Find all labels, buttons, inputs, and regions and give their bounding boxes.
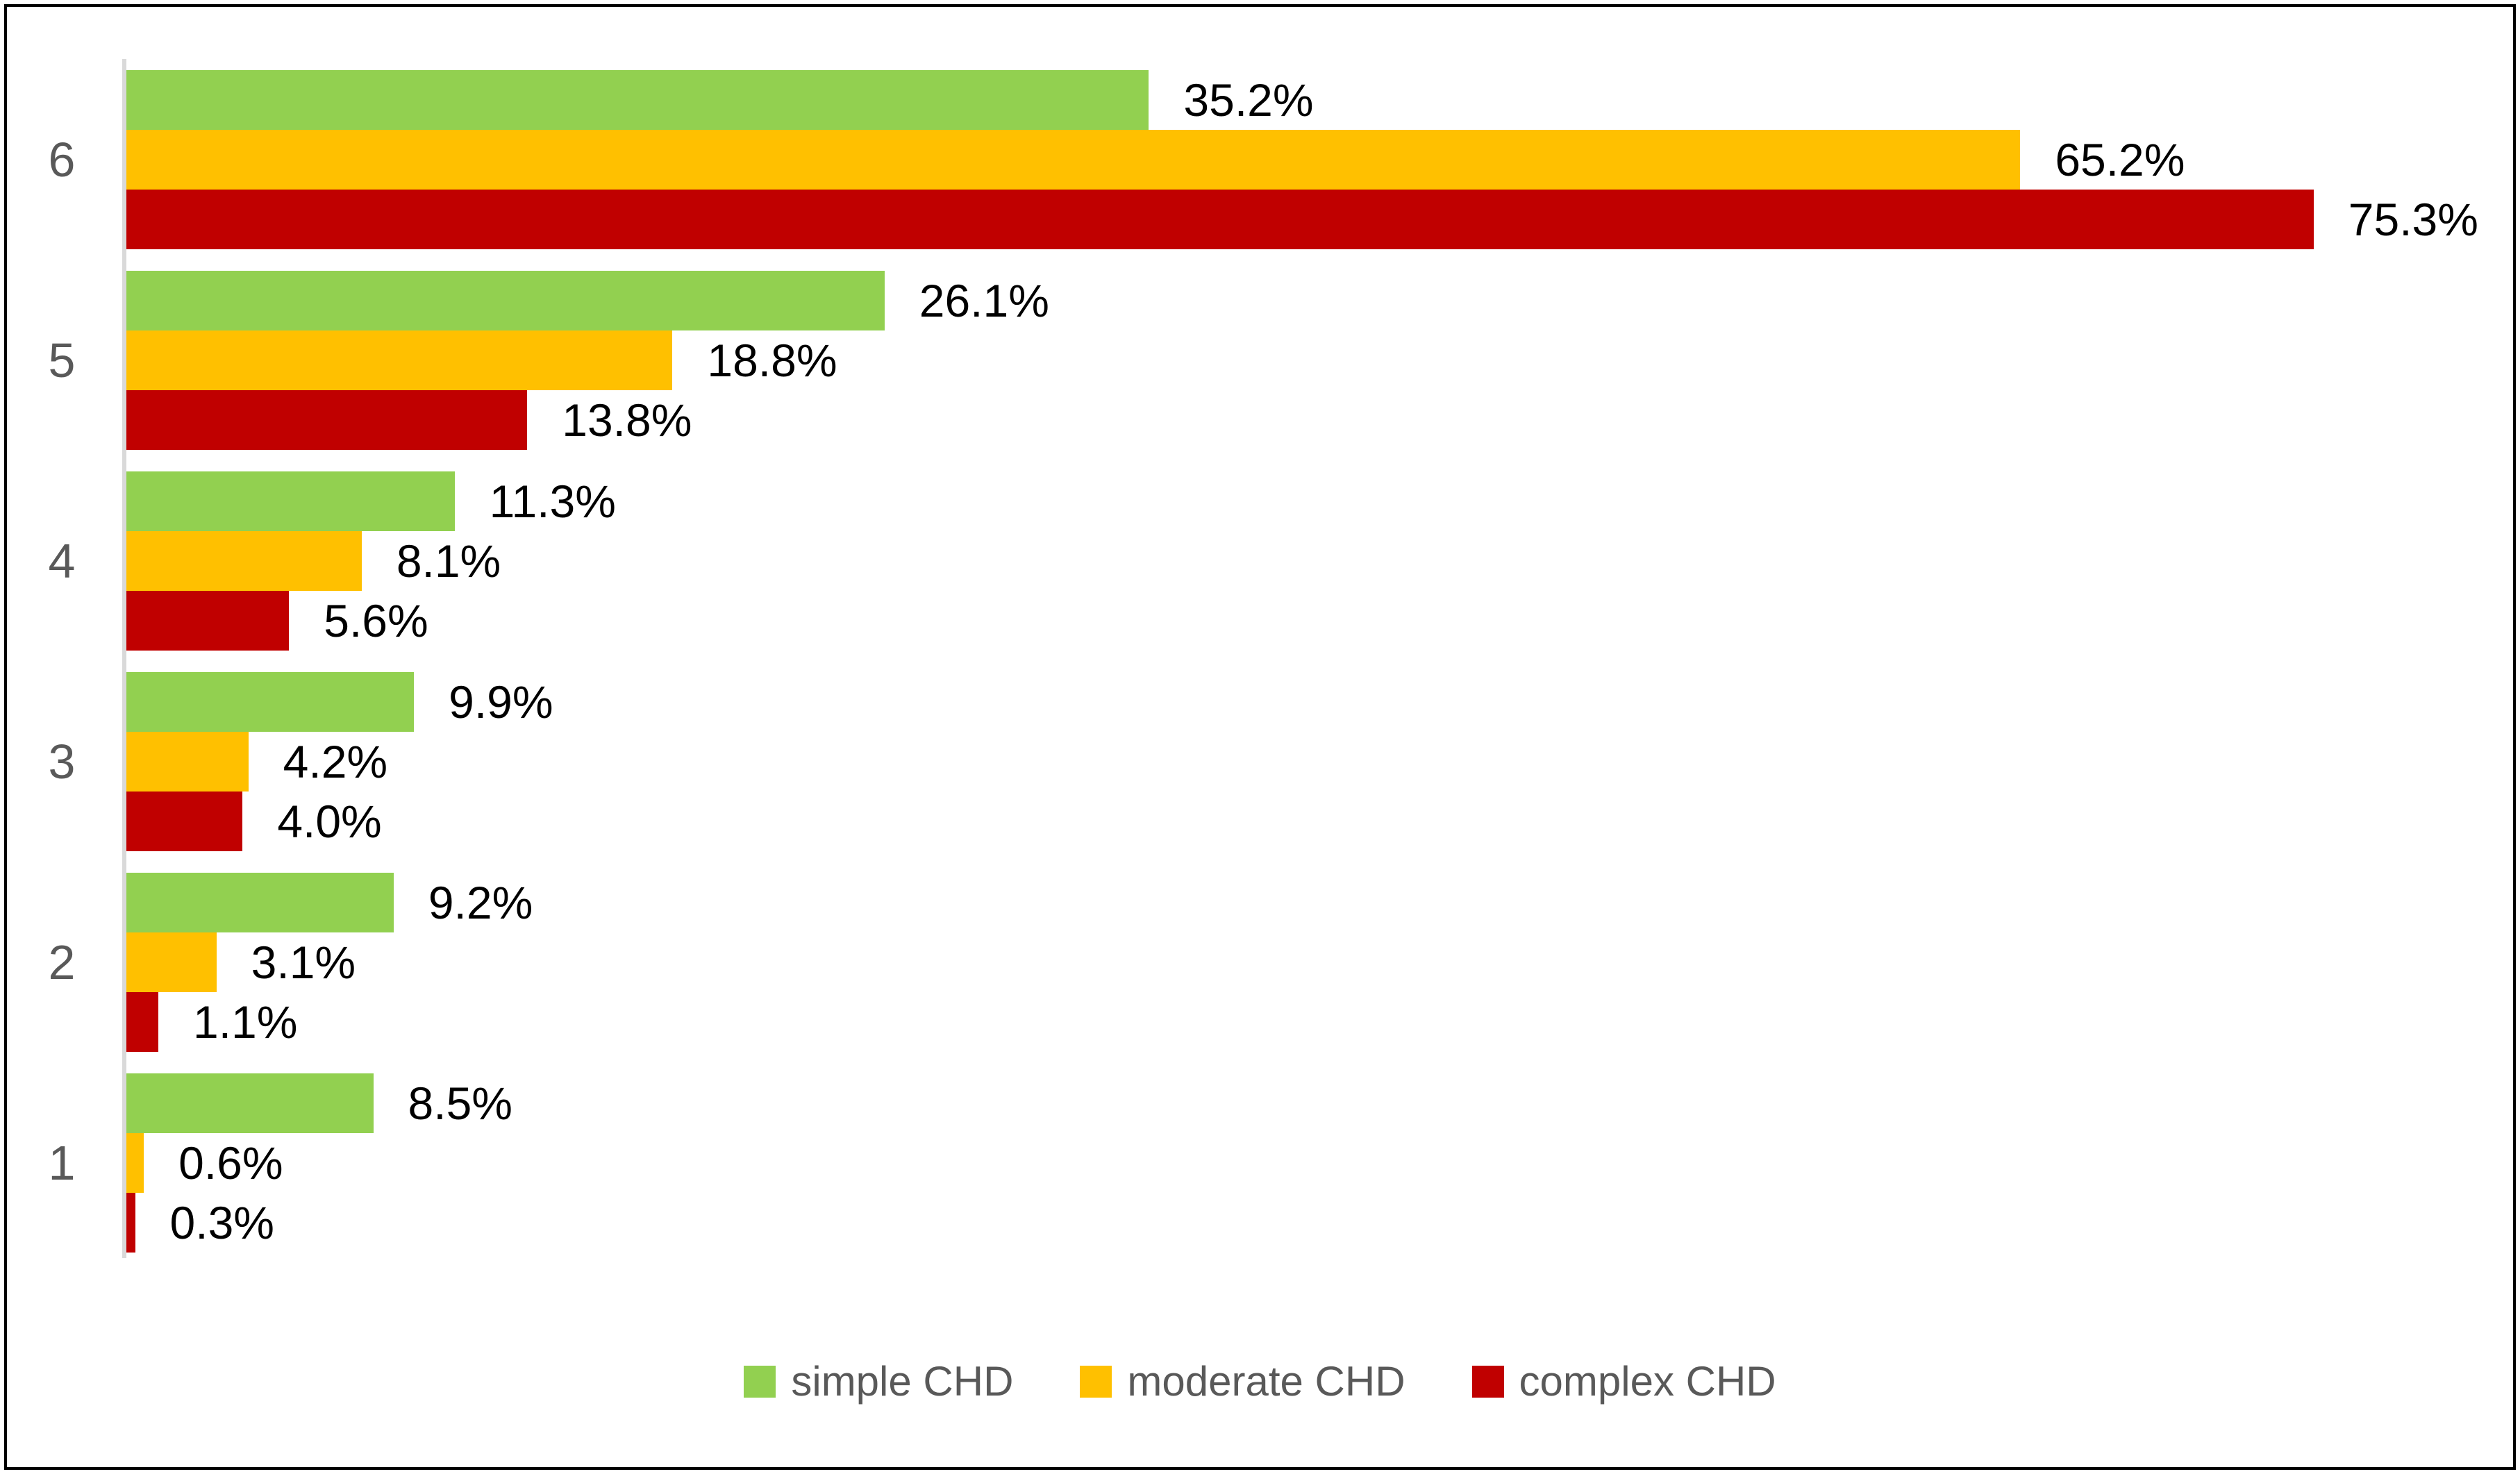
bar-row-3-simple-chd: 9.9%: [126, 672, 553, 732]
value-label: 0.3%: [169, 1197, 274, 1248]
value-label: 5.6%: [324, 595, 428, 646]
bar-row-2-moderate-chd: 3.1%: [126, 932, 356, 992]
bar-row-6-simple-chd: 35.2%: [126, 70, 1314, 130]
bar-complex-chd: [126, 792, 243, 851]
bar-complex-chd: [126, 390, 528, 450]
bar-moderate-chd: [126, 130, 2021, 190]
legend-label-complex-chd: complex CHD: [1519, 1358, 1776, 1405]
bar-simple-chd: [126, 672, 415, 732]
value-label: 4.2%: [283, 736, 388, 787]
legend: simple CHD moderate CHD complex CHD: [7, 1357, 2513, 1406]
bar-row-5-moderate-chd: 18.8%: [126, 330, 837, 390]
category-label-4: 4: [48, 534, 76, 588]
bar-row-6-complex-chd: 75.3%: [126, 190, 2478, 249]
bar-moderate-chd: [126, 732, 249, 792]
bar-moderate-chd: [126, 1133, 144, 1193]
category-label-1: 1: [48, 1136, 76, 1190]
plot-area: 6 35.2% 65.2% 75.3% 5 26.1% 18.8% 13.8% 4 11.3% 8.…: [7, 7, 2513, 1467]
category-label-2: 2: [48, 935, 76, 989]
bar-row-3-moderate-chd: 4.2%: [126, 732, 387, 792]
bar-row-5-simple-chd: 26.1%: [126, 271, 1049, 330]
value-label: 26.1%: [919, 275, 1049, 326]
bar-row-4-complex-chd: 5.6%: [126, 591, 428, 651]
value-label: 4.0%: [277, 796, 382, 847]
legend-swatch-complex-chd: [1471, 1366, 1504, 1398]
value-label: 13.8%: [562, 394, 692, 446]
bar-complex-chd: [126, 190, 2314, 249]
bar-complex-chd: [126, 992, 158, 1052]
value-label: 0.6%: [178, 1137, 283, 1189]
bar-simple-chd: [126, 471, 455, 531]
bar-simple-chd: [126, 873, 394, 932]
bar-moderate-chd: [126, 330, 673, 390]
legend-item-complex-chd: complex CHD: [1471, 1358, 1776, 1405]
value-label: 35.2%: [1183, 74, 1314, 126]
bar-complex-chd: [126, 591, 290, 651]
bar-simple-chd: [126, 1073, 374, 1133]
bar-row-6-moderate-chd: 65.2%: [126, 130, 2185, 190]
legend-swatch-moderate-chd: [1080, 1366, 1112, 1398]
value-label: 1.1%: [193, 996, 298, 1048]
bar-row-2-complex-chd: 1.1%: [126, 992, 297, 1052]
legend-item-simple-chd: simple CHD: [744, 1361, 1013, 1402]
value-label: 11.3%: [489, 476, 616, 527]
category-label-5: 5: [48, 333, 76, 387]
bar-row-5-complex-chd: 13.8%: [126, 390, 692, 450]
value-label: 18.8%: [707, 335, 837, 386]
bar-row-1-complex-chd: 0.3%: [126, 1193, 274, 1253]
value-label: 9.2%: [428, 877, 533, 928]
bar-simple-chd: [126, 70, 1149, 130]
bar-row-4-moderate-chd: 8.1%: [126, 531, 501, 591]
bar-simple-chd: [126, 271, 885, 330]
bar-moderate-chd: [126, 932, 217, 992]
bar-complex-chd: [126, 1193, 135, 1253]
chart-frame: 6 35.2% 65.2% 75.3% 5 26.1% 18.8% 13.8% 4 11.3% 8.…: [4, 4, 2516, 1470]
legend-item-moderate-chd: moderate CHD: [1080, 1361, 1405, 1402]
bar-row-1-moderate-chd: 0.6%: [126, 1133, 283, 1193]
bar-row-1-simple-chd: 8.5%: [126, 1073, 512, 1133]
bar-moderate-chd: [126, 531, 362, 591]
bar-row-4-simple-chd: 11.3%: [126, 471, 616, 531]
value-label: 65.2%: [2055, 134, 2185, 185]
category-label-6: 6: [48, 133, 76, 187]
y-axis-line: [122, 59, 126, 1258]
bar-row-2-simple-chd: 9.2%: [126, 873, 533, 932]
value-label: 8.5%: [408, 1078, 512, 1129]
legend-swatch-simple-chd: [744, 1366, 776, 1398]
legend-label-moderate-chd: moderate CHD: [1127, 1358, 1405, 1405]
value-label: 75.3%: [2348, 194, 2478, 245]
category-label-3: 3: [48, 735, 76, 789]
value-label: 9.9%: [449, 676, 553, 728]
value-label: 3.1%: [251, 937, 356, 988]
bar-row-3-complex-chd: 4.0%: [126, 792, 382, 851]
value-label: 8.1%: [396, 535, 501, 587]
legend-label-simple-chd: simple CHD: [791, 1358, 1014, 1405]
